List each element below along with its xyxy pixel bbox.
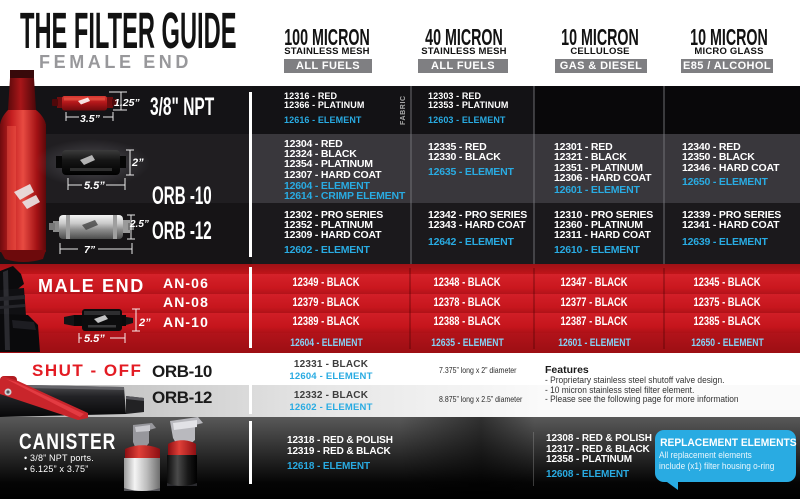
svg-text:2.5”: 2.5” [129,219,149,230]
svg-text:2”: 2” [131,157,144,169]
svg-text:3.5”: 3.5” [80,113,101,125]
svg-text:5.5”: 5.5” [84,180,105,192]
svg-text:5.5”: 5.5” [84,333,105,345]
svg-text:7”: 7” [84,244,96,256]
svg-text:2”: 2” [138,317,151,329]
svg-text:1.25”: 1.25” [114,97,140,109]
